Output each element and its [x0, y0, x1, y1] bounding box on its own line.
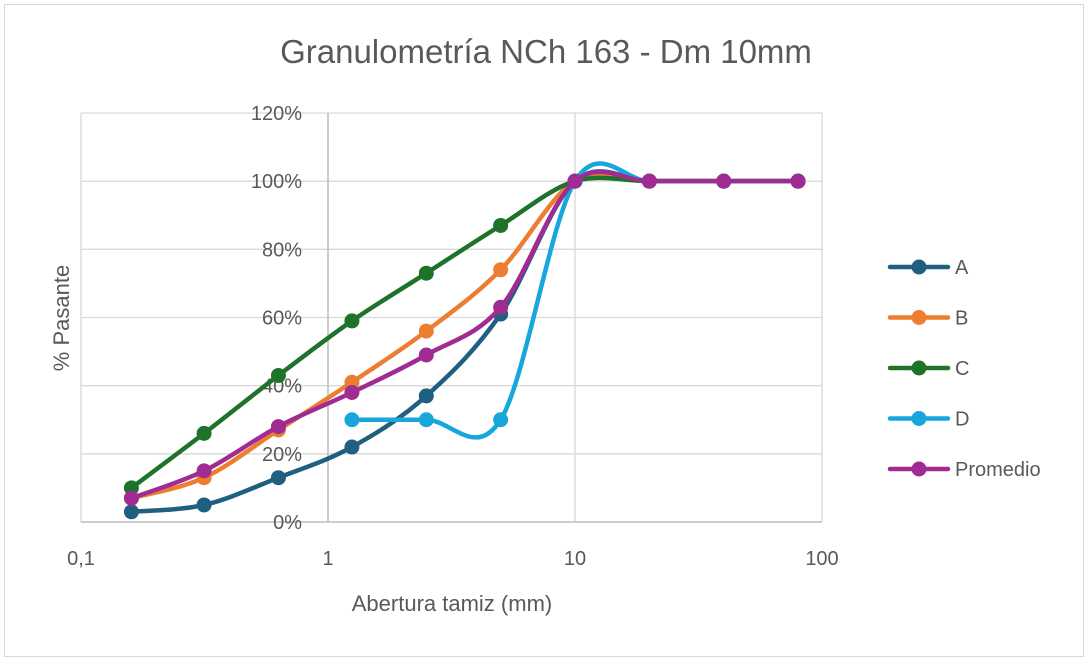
legend-item-d: D: [887, 409, 969, 431]
data-point-d: [418, 412, 434, 428]
data-point-promedio: [123, 490, 139, 506]
legend-marker-a: [911, 259, 927, 275]
data-point-a: [418, 388, 434, 404]
x-tick-label: 1: [322, 548, 333, 570]
data-point-d: [344, 412, 360, 428]
chart-title: Granulometría NCh 163 - Dm 10mm: [280, 33, 812, 70]
data-point-promedio: [196, 463, 212, 479]
legend-label-c: C: [955, 358, 969, 380]
data-point-b: [418, 323, 434, 339]
series-promedio: [123, 169, 806, 506]
data-point-promedio: [270, 419, 286, 435]
legend-item-a: A: [887, 257, 969, 279]
y-tick-label: 100%: [251, 171, 302, 193]
y-tick-label: 60%: [262, 308, 302, 330]
y-axis-title: % Pasante: [49, 265, 74, 371]
data-point-c: [344, 313, 360, 329]
data-point-d: [493, 412, 509, 428]
data-point-a: [196, 497, 212, 513]
data-point-promedio: [641, 173, 657, 189]
data-point-c: [270, 367, 286, 383]
tick-labels: 0%20%40%60%80%100%120%0,1 1 10 100: [67, 103, 839, 570]
x-tick-label: 0,1: [67, 548, 95, 570]
data-point-c: [196, 425, 212, 441]
y-tick-label: 80%: [262, 239, 302, 261]
series-b: [123, 172, 806, 506]
x-tick-label: 100: [805, 548, 838, 570]
data-point-promedio: [493, 299, 509, 315]
data-point-a: [270, 470, 286, 486]
grid-layer: [80, 112, 823, 523]
y-tick-label: 120%: [251, 103, 302, 125]
legend-label-a: A: [955, 257, 969, 279]
legend-item-c: C: [887, 358, 969, 380]
data-point-promedio: [790, 173, 806, 189]
legend-item-b: B: [887, 308, 968, 330]
data-point-promedio: [716, 173, 732, 189]
legend-marker-b: [911, 310, 927, 325]
legend-marker-c: [911, 360, 927, 376]
data-point-a: [123, 504, 139, 520]
data-point-promedio: [567, 173, 583, 189]
legend: A B C D Promedio: [887, 257, 1041, 481]
legend-label-d: D: [955, 409, 969, 431]
series-layer: [123, 161, 806, 520]
data-point-promedio: [418, 347, 434, 363]
data-point-c: [418, 265, 434, 281]
data-point-c: [493, 217, 509, 233]
x-tick-label: 10: [564, 548, 586, 570]
legend-item-promedio: Promedio: [887, 459, 1041, 481]
legend-marker-d: [911, 411, 927, 426]
data-point-a: [344, 439, 360, 455]
legend-marker-promedio: [911, 461, 927, 477]
legend-label-b: B: [955, 308, 968, 330]
x-axis-title: Abertura tamiz (mm): [352, 591, 552, 616]
series-line-c: [129, 175, 801, 491]
data-point-b: [493, 262, 509, 278]
y-tick-label: 20%: [262, 444, 302, 466]
data-point-promedio: [344, 384, 360, 400]
series-line-promedio: [129, 169, 801, 501]
y-tick-label: 0%: [273, 512, 302, 534]
legend-label-promedio: Promedio: [955, 459, 1041, 481]
